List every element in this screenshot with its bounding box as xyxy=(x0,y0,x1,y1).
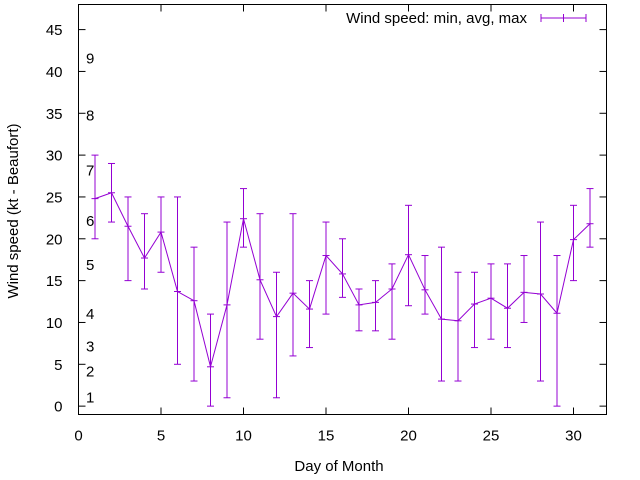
x-axis-label: Day of Month xyxy=(294,458,383,475)
beaufort-scale-label: 6 xyxy=(86,213,94,230)
y-axis-label: Wind speed (kt - Beaufort) xyxy=(5,123,22,298)
beaufort-scale-label: 3 xyxy=(86,338,94,355)
y-tick-label: 30 xyxy=(46,148,63,165)
series-wind-speed xyxy=(91,154,594,407)
x-tick-label: 20 xyxy=(400,428,417,445)
y-tick-label: 35 xyxy=(46,106,63,123)
x-tick-label: 0 xyxy=(74,428,82,445)
y-tick-label: 0 xyxy=(54,399,62,416)
y-tick-label: 25 xyxy=(46,189,63,206)
legend-label: Wind speed: min, avg, max xyxy=(346,10,527,27)
legend: Wind speed: min, avg, max xyxy=(346,10,587,27)
x-tick-label: 15 xyxy=(318,428,335,445)
y-tick-label: 20 xyxy=(46,231,63,248)
x-tick-label: 5 xyxy=(157,428,165,445)
x-tick-label: 25 xyxy=(483,428,500,445)
beaufort-scale-label: 4 xyxy=(86,306,94,323)
beaufort-scale-label: 7 xyxy=(86,163,94,180)
x-tick-label: 30 xyxy=(565,428,582,445)
beaufort-scale-label: 8 xyxy=(86,107,94,124)
beaufort-scale-label: 9 xyxy=(86,51,94,68)
beaufort-scale-label: 2 xyxy=(86,363,94,380)
y-tick-label: 15 xyxy=(46,273,63,290)
plot-area-border xyxy=(78,4,607,415)
y-tick-label: 40 xyxy=(46,64,63,81)
beaufort-annotations: 1 2 3 4 5 6 7 8 9 xyxy=(86,51,94,407)
y-tick-label: 5 xyxy=(54,357,62,374)
x-tick-label: 10 xyxy=(235,428,252,445)
y-tick-label: 10 xyxy=(46,315,63,332)
y-tick-label: 45 xyxy=(46,22,63,39)
beaufort-scale-label: 1 xyxy=(86,389,94,406)
beaufort-scale-label: 5 xyxy=(86,257,94,274)
